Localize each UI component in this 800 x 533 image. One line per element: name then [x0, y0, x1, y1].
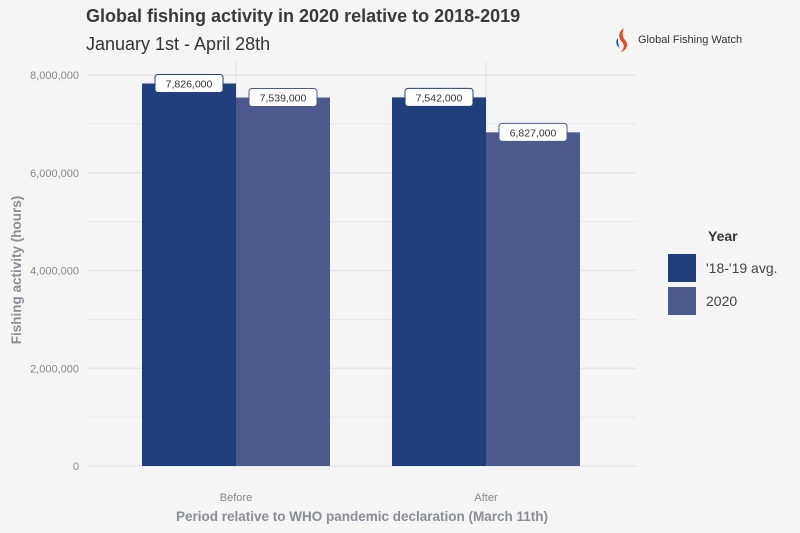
- legend-title: Year: [708, 228, 738, 244]
- bar: [486, 132, 580, 466]
- data-label: 6,827,000: [510, 127, 557, 139]
- data-label-box: [404, 87, 474, 107]
- axis-layer: 0 2,000,000 4,000,000 6,000,000 8,000,000 Bef…: [9, 70, 548, 524]
- data-label-box: [248, 88, 318, 108]
- bar: [142, 83, 236, 467]
- x-tick-label: Before: [220, 492, 252, 504]
- bars-layer: [142, 83, 580, 467]
- data-label: 7,539,000: [260, 93, 307, 105]
- bar: [236, 97, 330, 466]
- legend-swatch: [668, 287, 696, 315]
- data-label-box: [498, 122, 568, 142]
- legend-item-series-1: '18-'19 avg.: [668, 254, 778, 282]
- gfw-logo: Global Fishing Watch: [612, 26, 742, 54]
- legend-swatch: [668, 254, 696, 282]
- data-labels-layer: 7,826,000 7,539,000 7,542,000 6,827,000: [154, 74, 568, 142]
- y-tick-label: 2,000,000: [30, 363, 79, 375]
- chart-title: Global fishing activity in 2020 relative…: [86, 6, 521, 26]
- y-tick-label: 6,000,000: [30, 168, 79, 180]
- y-tick-label: 0: [73, 461, 79, 473]
- gfw-fish-icon: [616, 28, 628, 52]
- data-label: 7,542,000: [416, 92, 463, 104]
- x-tick-label: After: [474, 492, 498, 504]
- chart-subtitle: January 1st - April 28th: [86, 34, 271, 54]
- legend: Year '18-'19 avg. 2020: [668, 228, 778, 320]
- legend-item-series-2: 2020: [668, 287, 778, 315]
- y-tick-label: 4,000,000: [30, 266, 79, 278]
- y-axis-title: Fishing activity (hours): [9, 196, 24, 345]
- data-label-box: [154, 74, 224, 94]
- bar: [392, 97, 486, 466]
- legend-label: 2020: [706, 293, 738, 309]
- legend-label: '18-'19 avg.: [706, 260, 778, 276]
- y-tick-label: 8,000,000: [30, 70, 79, 82]
- logo-text: Global Fishing Watch: [638, 34, 743, 46]
- data-label: 7,826,000: [166, 79, 213, 91]
- x-axis-title: Period relative to WHO pandemic declarat…: [176, 509, 548, 524]
